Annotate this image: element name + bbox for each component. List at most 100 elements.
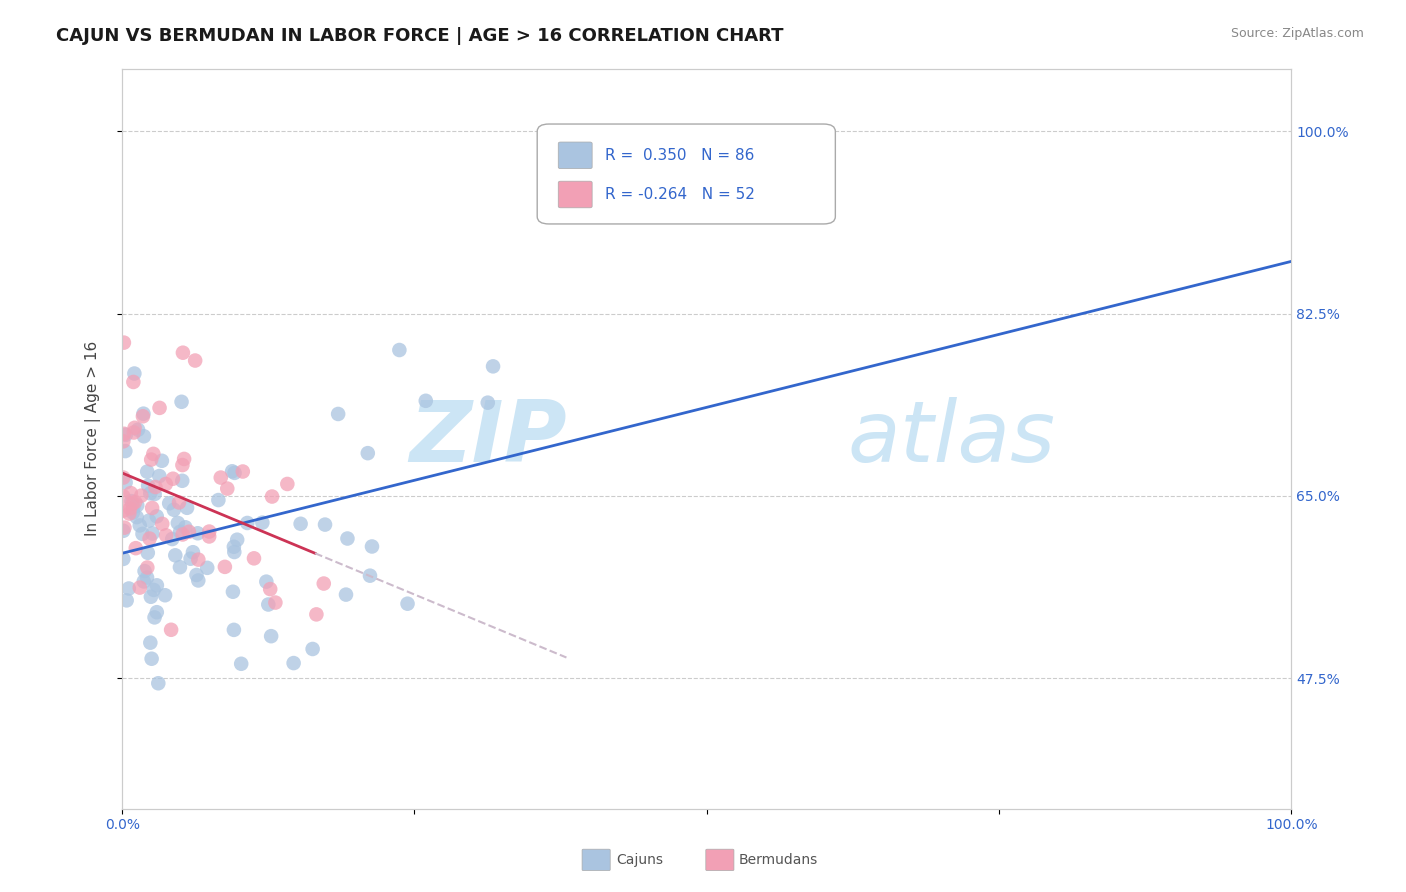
- Point: [169, 560, 191, 574]
- Point: [118, 507, 141, 521]
- FancyBboxPatch shape: [558, 142, 592, 169]
- Point: [357, 446, 380, 460]
- Point: [184, 353, 207, 368]
- Point: [167, 495, 190, 509]
- Point: [305, 607, 328, 622]
- Point: [145, 509, 167, 524]
- Point: [142, 582, 165, 597]
- Point: [177, 524, 200, 539]
- Point: [143, 487, 166, 501]
- Point: [132, 429, 155, 443]
- Point: [114, 444, 136, 458]
- Point: [146, 605, 169, 619]
- Point: [141, 452, 163, 467]
- Text: atlas: atlas: [846, 397, 1054, 480]
- Point: [335, 588, 357, 602]
- FancyBboxPatch shape: [537, 124, 835, 224]
- Point: [138, 532, 160, 546]
- Point: [186, 568, 208, 582]
- Point: [131, 527, 153, 541]
- Point: [112, 434, 135, 449]
- Point: [120, 486, 142, 500]
- Point: [260, 490, 283, 504]
- Point: [150, 516, 173, 531]
- Point: [141, 651, 163, 665]
- Point: [301, 642, 323, 657]
- Point: [172, 474, 194, 488]
- Point: [477, 395, 499, 409]
- Point: [142, 447, 165, 461]
- Point: [148, 401, 170, 415]
- Point: [224, 466, 246, 480]
- Point: [122, 425, 145, 440]
- Point: [121, 506, 143, 520]
- Point: [145, 480, 167, 494]
- Point: [257, 598, 280, 612]
- Point: [127, 423, 149, 437]
- Point: [226, 533, 249, 547]
- Point: [214, 559, 236, 574]
- Point: [312, 576, 335, 591]
- Point: [132, 409, 155, 424]
- Point: [172, 458, 194, 472]
- Point: [264, 596, 287, 610]
- Point: [148, 469, 170, 483]
- Point: [143, 610, 166, 624]
- Point: [122, 375, 145, 389]
- Point: [361, 540, 384, 554]
- Point: [129, 489, 152, 503]
- Point: [148, 676, 170, 690]
- Point: [172, 345, 194, 359]
- Point: [141, 500, 163, 515]
- Point: [482, 359, 505, 374]
- Point: [136, 478, 159, 492]
- Point: [276, 477, 298, 491]
- Point: [139, 635, 162, 649]
- Point: [112, 335, 135, 350]
- Point: [198, 524, 221, 539]
- Point: [195, 561, 218, 575]
- Point: [236, 516, 259, 530]
- Point: [118, 582, 141, 596]
- Point: [146, 578, 169, 592]
- Text: CAJUN VS BERMUDAN IN LABOR FORCE | AGE > 16 CORRELATION CHART: CAJUN VS BERMUDAN IN LABOR FORCE | AGE >…: [56, 27, 783, 45]
- Point: [169, 524, 191, 539]
- Point: [388, 343, 411, 357]
- Point: [127, 498, 149, 512]
- Point: [359, 568, 381, 582]
- Point: [160, 532, 183, 546]
- Point: [124, 367, 146, 381]
- Point: [128, 518, 150, 533]
- Point: [112, 489, 135, 503]
- Point: [174, 520, 197, 534]
- Point: [163, 502, 186, 516]
- Point: [176, 500, 198, 515]
- FancyBboxPatch shape: [558, 181, 592, 208]
- Y-axis label: In Labor Force | Age > 16: In Labor Force | Age > 16: [86, 341, 101, 536]
- Point: [160, 623, 183, 637]
- Text: Bermudans: Bermudans: [738, 853, 817, 867]
- Point: [198, 529, 221, 543]
- Point: [132, 574, 155, 589]
- Point: [259, 582, 281, 596]
- Point: [172, 527, 194, 541]
- Point: [283, 656, 305, 670]
- Point: [328, 407, 350, 421]
- Point: [114, 521, 136, 535]
- Point: [170, 394, 193, 409]
- Point: [139, 486, 162, 500]
- Text: ZIP: ZIP: [409, 397, 567, 480]
- Point: [396, 597, 419, 611]
- Point: [115, 593, 138, 607]
- Point: [115, 427, 138, 442]
- Point: [221, 464, 243, 478]
- Text: Source: ZipAtlas.com: Source: ZipAtlas.com: [1230, 27, 1364, 40]
- Point: [121, 497, 143, 511]
- Point: [122, 500, 145, 515]
- Point: [181, 545, 204, 559]
- Point: [222, 540, 245, 554]
- Point: [415, 393, 437, 408]
- Point: [138, 514, 160, 528]
- Text: Cajuns: Cajuns: [616, 853, 662, 867]
- Point: [187, 574, 209, 588]
